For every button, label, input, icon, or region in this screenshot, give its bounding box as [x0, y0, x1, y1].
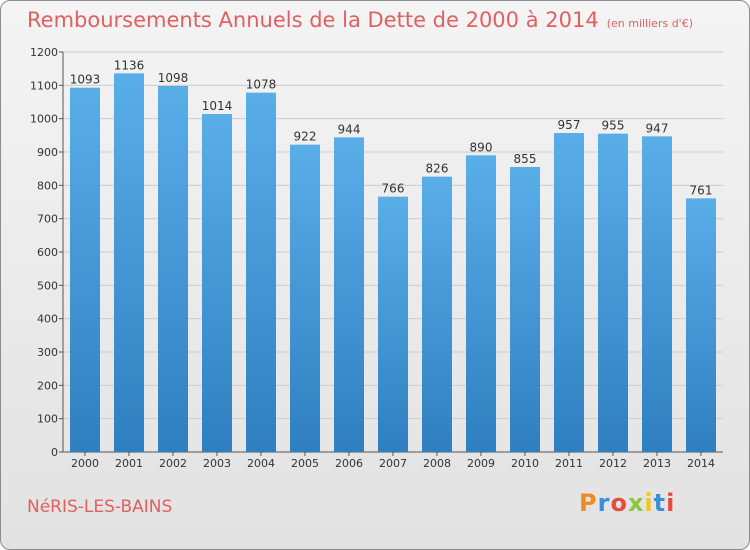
x-tick-label: 2000 [71, 457, 99, 470]
x-tick-label: 2012 [599, 457, 627, 470]
y-tick-label: 1000 [30, 113, 58, 126]
logo-letter: t [653, 489, 667, 517]
chart-title-text: Remboursements Annuels de la Dette de 20… [27, 8, 599, 32]
bar-2007 [378, 196, 408, 452]
y-tick-label: 300 [37, 346, 58, 359]
data-label-2005: 922 [294, 130, 317, 144]
x-tick-label: 2009 [467, 457, 495, 470]
data-label-2014: 761 [690, 183, 713, 197]
y-tick-label: 1200 [30, 46, 58, 59]
y-tick-label: 600 [37, 246, 58, 259]
logo-letter: i [644, 489, 654, 517]
x-tick-label: 2007 [379, 457, 407, 470]
bar-2006 [334, 137, 364, 453]
proxiti-logo[interactable]: Proxiti [579, 489, 675, 517]
bar-2011 [554, 133, 584, 452]
bar-2002 [158, 86, 188, 452]
bar-2014 [686, 198, 716, 452]
y-tick-label: 200 [37, 379, 58, 392]
bar-2005 [290, 144, 320, 452]
y-tick-label: 1100 [30, 79, 58, 92]
logo-letter: x [627, 489, 645, 517]
data-label-2010: 855 [514, 152, 537, 166]
bar-2008 [422, 176, 452, 452]
data-label-2004: 1078 [246, 78, 277, 92]
bar-2000 [70, 87, 100, 453]
y-tick-label: 900 [37, 146, 58, 159]
bar-2004 [246, 92, 276, 453]
x-tick-label: 2014 [687, 457, 715, 470]
chart-subtitle: (en milliers d'€) [606, 17, 693, 30]
data-label-2006: 944 [338, 122, 361, 136]
data-label-2008: 826 [426, 162, 449, 176]
x-tick-label: 2005 [291, 457, 319, 470]
data-label-2001: 1136 [114, 58, 145, 72]
x-tick-label: 2006 [335, 457, 363, 470]
chart-title: Remboursements Annuels de la Dette de 20… [27, 8, 693, 32]
bars [70, 73, 716, 453]
location-name: NéRIS-LES-BAINS [27, 497, 173, 517]
y-tick-label: 800 [37, 179, 58, 192]
data-label-2011: 957 [558, 118, 581, 132]
y-tick-label: 400 [37, 313, 58, 326]
logo-letter: P [579, 489, 598, 517]
bar-2009 [466, 155, 496, 453]
data-label-2012: 955 [602, 119, 625, 133]
bar-2012 [598, 133, 628, 452]
data-label-2003: 1014 [202, 99, 233, 113]
logo-letter: r [597, 489, 611, 517]
data-label-2002: 1098 [158, 71, 189, 85]
x-tick-label: 2002 [159, 457, 187, 470]
bar-2013 [642, 136, 672, 453]
logo-letter: i [666, 489, 676, 517]
x-tick-label: 2011 [555, 457, 583, 470]
x-tick-label: 2003 [203, 457, 231, 470]
x-tick-label: 2010 [511, 457, 539, 470]
bar-2010 [510, 167, 540, 452]
data-label-2013: 947 [646, 121, 669, 135]
data-label-2007: 766 [382, 182, 405, 196]
y-tick-label: 0 [51, 446, 58, 459]
x-tick-label: 2008 [423, 457, 451, 470]
bar-2001 [114, 73, 144, 452]
y-tick-label: 100 [37, 413, 58, 426]
x-tick-label: 2001 [115, 457, 143, 470]
x-tick-label: 2013 [643, 457, 671, 470]
bar-2003 [202, 114, 232, 452]
y-tick-label: 700 [37, 213, 58, 226]
x-tick-label: 2004 [247, 457, 275, 470]
logo-letter: o [610, 489, 628, 517]
axes: 0 100 200 300 400 500 600 700 800 900 1000 1100 1200… [30, 46, 723, 470]
data-label-2009: 890 [470, 140, 493, 154]
data-labels: 1093 1136 1098 1014 1078 922 944 766 826 890 855 95… [70, 58, 713, 197]
y-tick-label: 500 [37, 279, 58, 292]
data-label-2000: 1093 [70, 73, 101, 87]
